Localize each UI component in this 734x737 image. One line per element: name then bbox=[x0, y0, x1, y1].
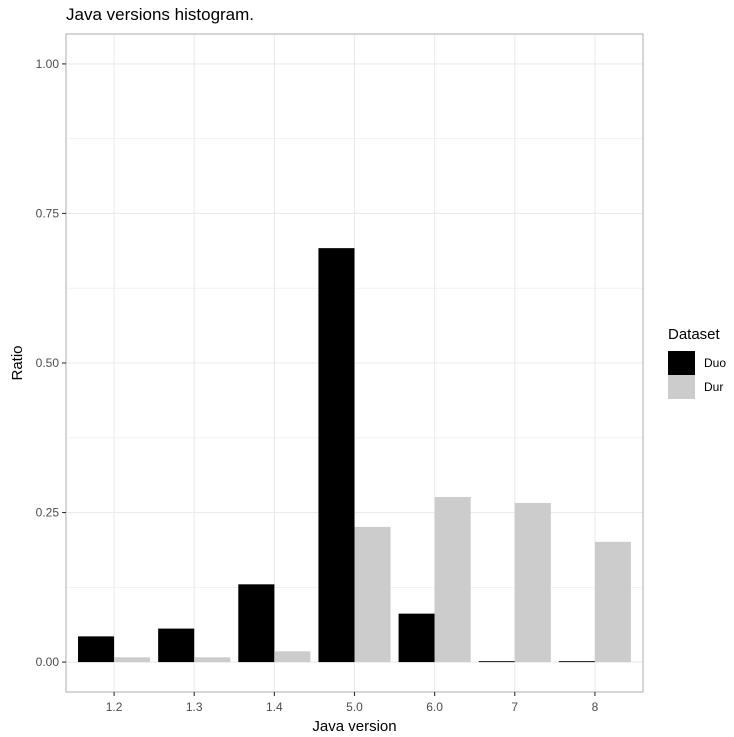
bar-duo bbox=[318, 248, 355, 663]
x-tick-label: 8 bbox=[592, 700, 599, 714]
y-tick-label: 0.50 bbox=[36, 356, 60, 370]
bar-dur bbox=[594, 541, 631, 663]
x-tick-label: 5.0 bbox=[346, 700, 363, 714]
y-tick-label: 0.75 bbox=[36, 206, 60, 220]
bar-duo bbox=[158, 628, 195, 663]
legend-title: Dataset bbox=[668, 326, 721, 343]
y-tick-label: 1.00 bbox=[36, 57, 60, 71]
legend-swatch-duo bbox=[668, 351, 695, 375]
x-tick-label: 1.2 bbox=[106, 700, 123, 714]
x-tick-label: 6.0 bbox=[426, 700, 443, 714]
bar-duo bbox=[398, 613, 435, 663]
bar-duo bbox=[238, 584, 275, 663]
x-tick-label: 7 bbox=[511, 700, 518, 714]
bar-duo bbox=[478, 661, 515, 663]
bar-dur bbox=[114, 657, 151, 663]
bar-duo bbox=[558, 661, 595, 663]
bar-dur bbox=[514, 502, 551, 663]
bar-duo bbox=[78, 636, 115, 663]
legend-swatch-dur bbox=[668, 375, 695, 399]
x-tick-label: 1.4 bbox=[266, 700, 283, 714]
x-axis: 1.2 1.3 1.4 5.0 6.0 7 8 bbox=[106, 692, 599, 714]
bars bbox=[78, 248, 631, 663]
x-tick-label: 1.3 bbox=[186, 700, 203, 714]
y-tick-label: 0.25 bbox=[36, 506, 60, 520]
chart-title: Java versions histogram. bbox=[66, 5, 254, 24]
bar-dur bbox=[194, 657, 231, 663]
legend: Dataset Duo Dur bbox=[668, 326, 726, 399]
bar-dur bbox=[274, 651, 311, 663]
bar-dur bbox=[434, 496, 471, 663]
legend-label-duo: Duo bbox=[704, 356, 726, 370]
x-axis-title: Java version bbox=[312, 718, 396, 735]
bar-dur bbox=[354, 526, 391, 663]
legend-label-dur: Dur bbox=[704, 380, 723, 394]
y-axis: 0.00 0.25 0.50 0.75 1.00 bbox=[36, 57, 66, 669]
y-axis-title: Ratio bbox=[9, 345, 26, 380]
y-tick-label: 0.00 bbox=[36, 655, 60, 669]
